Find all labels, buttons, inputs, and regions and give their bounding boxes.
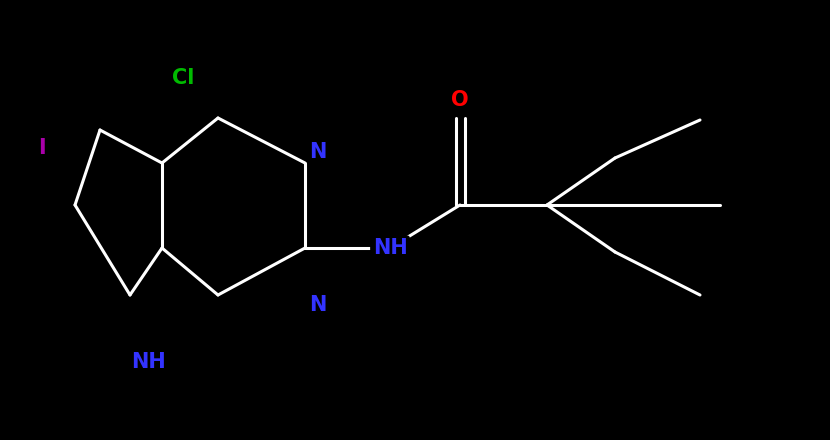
Text: NH: NH	[373, 238, 408, 258]
Text: Cl: Cl	[172, 68, 194, 88]
Text: O: O	[452, 90, 469, 110]
Text: N: N	[310, 142, 327, 162]
Text: N: N	[310, 295, 327, 315]
Text: NH: NH	[130, 352, 165, 372]
Text: I: I	[38, 138, 46, 158]
